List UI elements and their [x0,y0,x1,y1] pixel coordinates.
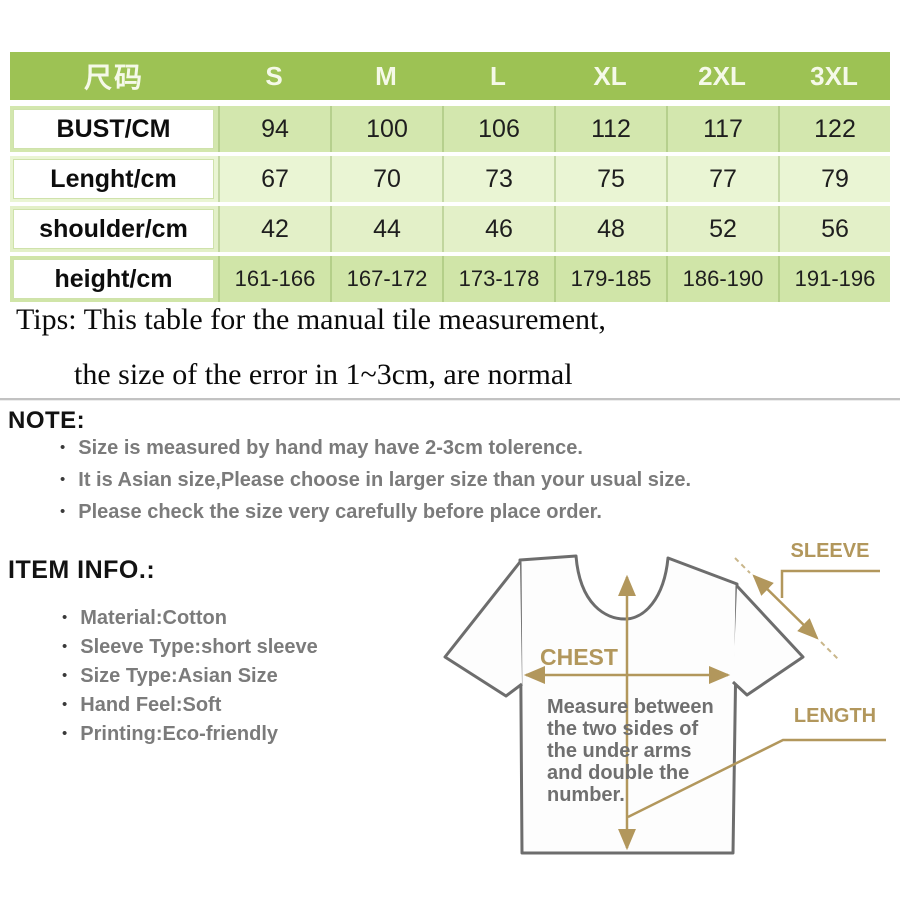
bullet-icon: • [60,439,66,456]
table-cell: 67 [218,156,330,202]
row-label-cell: shoulder/cm [10,206,218,252]
note-item: • Size is measured by hand may have 2-3c… [60,437,691,459]
header-cell-2xl: 2XL [698,60,746,91]
sleeve-leader-line [780,569,880,598]
note-item-text: It is Asian size,Please choose in larger… [78,469,692,491]
tshirt-measurement-diagram: SLEEVE CHEST LENGTH Measure between the … [443,540,886,855]
bullet-icon: • [60,503,66,520]
table-cell: 42 [218,206,330,252]
table-cell: 94 [218,106,330,152]
note-item-text: Size is measured by hand may have 2-3cm … [78,437,583,459]
item-info-text: Material:Cotton [80,607,227,629]
table-row-height: height/cm 161-166 167-172 173-178 179-18… [10,256,890,302]
item-info-text: Size Type:Asian Size [80,665,278,687]
table-cell: 112 [554,106,666,152]
size-table-header-row: 尺码 S M L XL 2XL 3XL [10,52,890,100]
bullet-icon: • [62,696,68,713]
note-item: • Please check the size very carefully b… [60,501,691,523]
table-cell: 48 [554,206,666,252]
sleeve-arrow [752,574,819,640]
tips-line-2: the size of the error in 1~3cm, are norm… [74,358,573,391]
table-cell: 100 [330,106,442,152]
table-cell: 73 [442,156,554,202]
table-cell: 161-166 [218,256,330,302]
measure-note-line: the under arms [547,740,691,762]
chest-label: CHEST [540,644,618,670]
bullet-icon: • [62,725,68,742]
table-row-bust: BUST/CM 94 100 106 112 117 122 [10,106,890,152]
table-cell: 77 [666,156,778,202]
bullet-icon: • [60,471,66,488]
size-table: 尺码 S M L XL 2XL 3XL BUST/CM 94 100 106 1… [10,52,890,306]
item-info-text: Hand Feel:Soft [80,694,222,716]
table-cell: 106 [442,106,554,152]
table-cell: 46 [442,206,554,252]
item-info-list: • Material:Cotton • Sleeve Type:short sl… [62,607,318,752]
table-cell: 173-178 [442,256,554,302]
sleeve-label: SLEEVE [791,540,870,562]
table-cell: 56 [778,206,890,252]
table-cell: 186-190 [666,256,778,302]
note-item: • It is Asian size,Please choose in larg… [60,469,691,491]
note-list: • Size is measured by hand may have 2-3c… [60,437,691,533]
sleeve-arrow-dash-top [734,557,751,574]
table-row-length: Lenght/cm 67 70 73 75 77 79 [10,156,890,202]
section-divider [0,398,900,401]
header-cell-xl: XL [593,60,627,91]
item-info-text: Sleeve Type:short sleeve [80,636,318,658]
header-cell-l: L [490,60,506,91]
header-cell-s: S [265,60,283,91]
measure-note-line: Measure between [547,696,714,718]
table-cell: 75 [554,156,666,202]
table-cell: 44 [330,206,442,252]
measure-note-line: number. [547,784,625,806]
row-label-shoulder: shoulder/cm [13,209,214,249]
table-cell: 117 [666,106,778,152]
table-header-gap [10,100,890,106]
item-info-item: • Size Type:Asian Size [62,665,318,687]
table-cell: 52 [666,206,778,252]
table-cell: 70 [330,156,442,202]
header-cell-3xl: 3XL [810,60,858,91]
item-info-item: • Hand Feel:Soft [62,694,318,716]
length-label: LENGTH [794,705,876,727]
row-label-height: height/cm [13,259,214,299]
bullet-icon: • [62,609,68,626]
length-leader-line [627,738,886,819]
item-info-item: • Sleeve Type:short sleeve [62,636,318,658]
item-info-item: • Printing:Eco-friendly [62,723,318,745]
row-label-cell: Lenght/cm [10,156,218,202]
note-item-text: Please check the size very carefully bef… [78,501,602,523]
row-label-length: Lenght/cm [13,159,214,199]
measure-note-line: and double the [547,762,689,784]
row-label-cell: BUST/CM [10,106,218,152]
tips-line-1: Tips: This table for the manual tile mea… [16,303,606,336]
item-info-heading: ITEM INFO.: [8,556,156,584]
table-row-shoulder: shoulder/cm 42 44 46 48 52 56 [10,206,890,252]
header-cell-size: 尺码 [83,62,144,93]
table-cell: 167-172 [330,256,442,302]
bullet-icon: • [62,667,68,684]
note-heading: NOTE: [8,407,86,434]
table-cell: 191-196 [778,256,890,302]
tshirt-right-sleeve [731,584,805,697]
table-cell: 122 [778,106,890,152]
measure-note-line: the two sides of [547,718,698,740]
sleeve-arrow-dash-bottom [820,641,841,662]
table-cell: 179-185 [554,256,666,302]
item-info-text: Printing:Eco-friendly [80,723,279,745]
tshirt-left-sleeve [443,561,523,698]
row-label-bust: BUST/CM [13,109,214,149]
bullet-icon: • [62,638,68,655]
table-cell: 79 [778,156,890,202]
row-label-cell: height/cm [10,256,218,302]
header-cell-m: M [375,60,397,91]
item-info-item: • Material:Cotton [62,607,318,629]
